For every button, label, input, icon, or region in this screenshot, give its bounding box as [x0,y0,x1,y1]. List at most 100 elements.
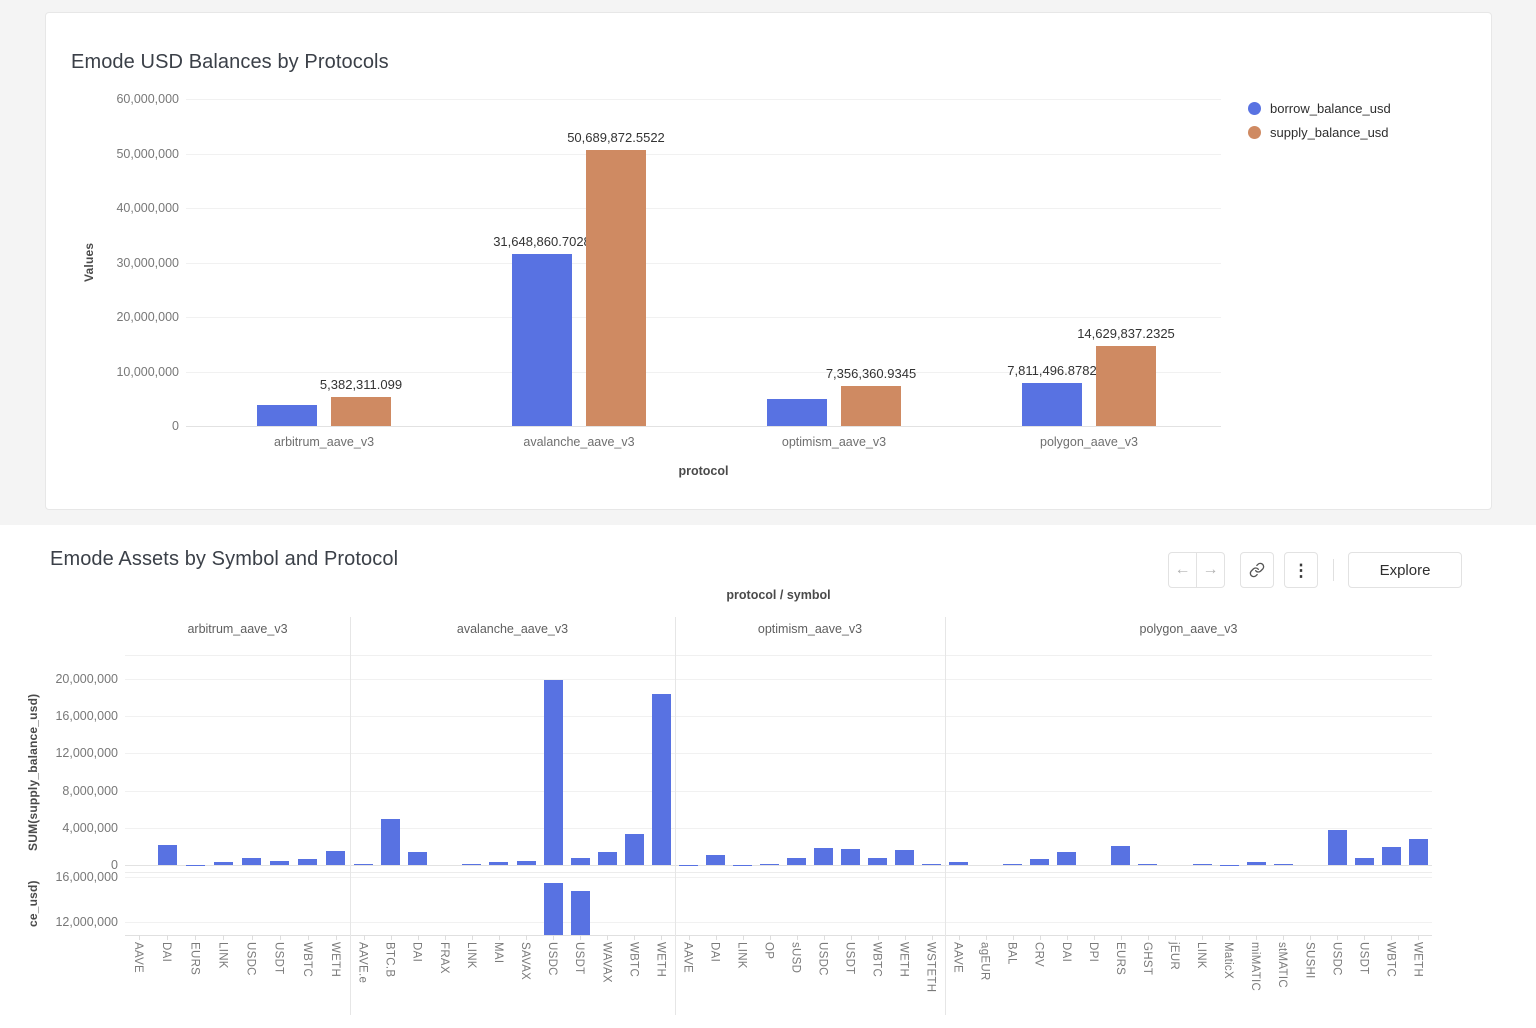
bar-supply-avalanche_aave_v3-AAVE.e[interactable] [354,864,374,865]
x-tick-label-WAVAX: WAVAX [600,942,613,983]
x-tick-label-GHST: GHST [1140,942,1153,976]
more-options-button[interactable]: ⋮ [1284,552,1318,588]
x-tick-label-AAVE.e: AAVE.e [356,942,369,984]
y-tick-label: 20,000,000 [55,672,118,686]
legend-item-borrow-balance-usd[interactable]: borrow_balance_usd [1248,101,1391,116]
gridline [125,865,1432,866]
y-tick-label: 16,000,000 [55,870,118,884]
bar-supply-avalanche_aave_v3-WETH[interactable] [651,693,671,865]
link-button[interactable] [1240,552,1274,588]
bar-supply-avalanche_aave_v3-BTC.B[interactable] [381,818,401,865]
bar-supply-polygon_aave_v3-EURS[interactable] [1111,846,1131,865]
x-tick-mark [1337,935,1339,940]
x-tick-mark [167,935,169,940]
bar-supply_balance_usd-polygon_aave_v3[interactable] [1096,346,1156,426]
bar-supply-arbitrum_aave_v3-LINK[interactable] [213,862,233,865]
toolbar-divider [1333,559,1334,581]
explore-button[interactable]: Explore [1348,552,1462,588]
facet-header-polygon_aave_v3: polygon_aave_v3 [1139,622,1238,636]
x-tick-mark [1093,935,1095,940]
bar-supply-polygon_aave_v3-GHST[interactable] [1138,864,1158,865]
bar-borrow_balance_usd-polygon_aave_v3[interactable] [1022,383,1082,426]
bar-supply-avalanche_aave_v3-SAVAX[interactable] [516,860,536,865]
legend-item-supply-balance-usd[interactable]: supply_balance_usd [1248,125,1391,140]
bar-supply-avalanche_aave_v3-WAVAX[interactable] [597,851,617,865]
bar-supply_balance_usd-optimism_aave_v3[interactable] [841,385,901,426]
bar-supply-polygon_aave_v3-LINK[interactable] [1192,863,1212,865]
x-tick-mark [1147,935,1149,940]
bar-supply-polygon_aave_v3-USDC[interactable] [1327,829,1347,865]
bar-supply-polygon_aave_v3-BAL[interactable] [1003,863,1023,865]
x-tick-label-DAI: DAI [410,942,423,963]
bar-supply-polygon_aave_v3-miMATIC[interactable] [1246,862,1266,865]
x-tick-label-USDT: USDT [272,942,285,975]
bar-borrow_balance_usd-avalanche_aave_v3[interactable] [512,253,572,426]
x-tick-mark [1310,935,1312,940]
bar-supply-polygon_aave_v3-DAI[interactable] [1057,852,1077,865]
bar-supply_balance_usd-arbitrum_aave_v3[interactable] [331,396,391,426]
x-tick-label-agEUR: agEUR [978,942,991,981]
bar-supply-arbitrum_aave_v3-WETH[interactable] [326,851,346,865]
x-axis-title: protocol [678,464,729,478]
gridline [186,99,1221,100]
x-tick-mark [363,935,365,940]
bar-supply-avalanche_aave_v3-USDC[interactable] [543,679,563,865]
bar-supply-avalanche_aave_v3-USDT[interactable] [570,857,590,865]
bar-supply-avalanche_aave_v3-DAI[interactable] [408,851,428,865]
x-tick-mark [931,935,933,940]
bar-borrow-avalanche_aave_v3-USDT[interactable] [570,890,590,935]
facet-header-optimism_aave_v3: optimism_aave_v3 [757,622,863,636]
bar-borrow-avalanche_aave_v3-USDC[interactable] [543,882,563,935]
nav-back-button[interactable]: ← [1168,552,1197,588]
bar-supply-optimism_aave_v3-sUSD[interactable] [787,858,806,865]
bar-supply-avalanche_aave_v3-MAI[interactable] [489,861,509,865]
bar-supply-optimism_aave_v3-DAI[interactable] [706,855,725,865]
x-tick-label-stMATIC: stMATIC [1276,942,1289,988]
legend: borrow_balance_usd supply_balance_usd [1248,101,1391,149]
row2-clip-panel [125,872,1432,935]
x-tick-label-FRAX: FRAX [437,942,450,974]
x-tick-label-AAVE: AAVE [132,942,145,974]
bar-supply-polygon_aave_v3-AAVE[interactable] [949,861,969,865]
bar-supply-polygon_aave_v3-WBTC[interactable] [1381,847,1401,865]
bar-supply-polygon_aave_v3-WETH[interactable] [1408,838,1428,865]
bar-supply-optimism_aave_v3-USDT[interactable] [841,848,860,865]
x-tick-mark [850,935,852,940]
bar-borrow_balance_usd-optimism_aave_v3[interactable] [767,398,827,426]
x-tick-label-LINK: LINK [735,942,748,969]
x-tick-label-WETH: WETH [1411,942,1424,978]
bar-borrow_balance_usd-arbitrum_aave_v3[interactable] [257,405,317,426]
bar-supply-optimism_aave_v3-OP[interactable] [760,863,779,865]
bar-supply-arbitrum_aave_v3-USDC[interactable] [242,857,262,865]
bar-supply-arbitrum_aave_v3-USDT[interactable] [270,860,290,865]
link-icon [1249,562,1265,578]
bar-supply-arbitrum_aave_v3-WBTC[interactable] [298,859,318,865]
x-tick-mark [390,935,392,940]
x-tick-mark [444,935,446,940]
bar-supply-avalanche_aave_v3-LINK[interactable] [462,863,482,865]
x-tick-label-BTC.B: BTC.B [383,942,396,978]
bar-supply_balance_usd-avalanche_aave_v3[interactable] [586,149,646,426]
bar-supply-polygon_aave_v3-stMATIC[interactable] [1273,863,1293,865]
x-tick-label-polygon_aave_v3: polygon_aave_v3 [1040,435,1138,449]
bar-supply-avalanche_aave_v3-WBTC[interactable] [624,834,644,865]
bar-supply-arbitrum_aave_v3-DAI[interactable] [157,845,177,865]
facet-header-arbitrum_aave_v3: arbitrum_aave_v3 [187,622,288,636]
x-tick-label-USDT: USDT [843,942,856,975]
x-tick-label-SAVAX: SAVAX [519,942,532,981]
chart-toolbar: ← → ⋮ Explore [0,552,1536,588]
x-tick-label-WBTC: WBTC [1384,942,1397,978]
x-tick-label-jEUR: jEUR [1167,942,1180,971]
x-tick-mark [471,935,473,940]
bar-supply-optimism_aave_v3-USDC[interactable] [814,847,833,865]
gridline [186,426,1221,427]
bar-supply-polygon_aave_v3-USDT[interactable] [1354,858,1374,865]
nav-forward-button[interactable]: → [1196,552,1225,588]
bar-supply-optimism_aave_v3-WBTC[interactable] [868,858,887,865]
facet-axis-title: protocol / symbol [726,588,831,602]
x-tick-label-sUSD: sUSD [789,942,802,974]
bar-supply-polygon_aave_v3-CRV[interactable] [1030,859,1050,865]
bar-supply-optimism_aave_v3-WSTETH[interactable] [922,863,941,865]
bar-supply-optimism_aave_v3-WETH[interactable] [895,850,914,865]
x-tick-mark [607,935,609,940]
